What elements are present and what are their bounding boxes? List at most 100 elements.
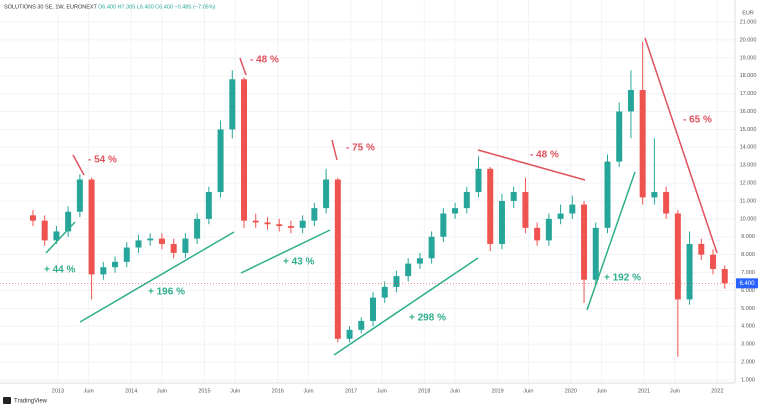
candle-body <box>299 220 306 228</box>
last-price-box <box>736 278 758 289</box>
candle-body <box>721 268 728 284</box>
annotation: + 44 % <box>44 265 76 276</box>
x-tick-label: Juin <box>157 388 167 394</box>
candle-body <box>112 261 119 268</box>
x-tick-label: 2019 <box>491 388 503 394</box>
candle-body <box>405 263 412 277</box>
brand: TradingView <box>14 399 48 405</box>
candle-body <box>604 161 611 228</box>
trend-lines <box>45 37 718 356</box>
candle-body <box>522 192 529 228</box>
chart-title: SOLUTIONS 30 SE, 1W, EURONEXT <box>4 4 98 10</box>
y-tick-label: 7.000 <box>741 270 755 276</box>
y-tick-label: 12.000 <box>740 181 757 187</box>
candle-body <box>29 215 36 221</box>
trend-line <box>477 149 586 181</box>
annotation: - 75 % <box>346 143 375 154</box>
candle-body <box>53 231 60 241</box>
candle-body <box>698 243 705 255</box>
candle-body <box>65 211 72 232</box>
candle-body <box>534 227 541 241</box>
candle-body <box>88 179 95 275</box>
y-tick-label: 13.000 <box>740 163 757 169</box>
candle-body <box>710 254 717 269</box>
y-tick-label: 5.000 <box>741 306 755 312</box>
candle-body <box>287 226 294 228</box>
trend-line <box>79 231 235 323</box>
candle-body <box>428 236 435 259</box>
x-tick-label: 2020 <box>565 388 577 394</box>
y-tick-label: 17.000 <box>740 91 757 97</box>
candle-body <box>463 192 470 209</box>
x-tick-label: Juin <box>597 388 607 394</box>
candle-body <box>311 208 318 221</box>
candle-body <box>510 192 517 201</box>
candle-body <box>674 213 681 300</box>
candle-body <box>369 297 376 321</box>
candle-body <box>393 276 400 287</box>
candle-body <box>182 238 189 253</box>
x-tick-label: Juin <box>523 388 533 394</box>
last-price-label: 6.400 <box>739 281 755 287</box>
candle-body <box>205 192 212 219</box>
y-tick-label: 6.000 <box>741 288 755 294</box>
annotation: - 48 % <box>250 55 279 66</box>
candle-body <box>639 90 646 198</box>
trend-line <box>586 171 636 311</box>
candle-body <box>592 227 599 280</box>
trend-line <box>72 154 85 176</box>
y-tick-label: 1.000 <box>741 377 755 383</box>
candle-body <box>41 220 48 241</box>
x-tick-label: 2021 <box>638 388 650 394</box>
y-tick-label: 16.000 <box>740 109 757 115</box>
candle-body <box>135 240 142 248</box>
y-tick-label: 14.000 <box>740 145 757 151</box>
trend-line <box>239 57 247 76</box>
candle-body <box>581 204 588 280</box>
trend-line <box>644 37 718 254</box>
x-tick-label: Juin <box>230 388 240 394</box>
y-tick-label: 4.000 <box>741 324 755 330</box>
x-tick-label: 2014 <box>125 388 137 394</box>
x-tick-label: Juin <box>303 388 313 394</box>
candle-body <box>487 168 494 244</box>
candle-body <box>557 213 564 219</box>
x-tick-label: 2015 <box>198 388 210 394</box>
annotation: + 192 % <box>604 273 641 284</box>
candle-body <box>452 208 459 214</box>
x-tick-label: 2022 <box>711 388 723 394</box>
candle-body <box>264 222 271 225</box>
candle-body <box>651 192 658 198</box>
annotation: + 196 % <box>148 287 185 298</box>
candle-body <box>194 218 201 239</box>
trend-line <box>45 221 76 254</box>
brand-logo <box>3 397 11 404</box>
candle-body <box>229 79 236 130</box>
y-tick-label: 20.000 <box>740 37 757 43</box>
annotation: - 65 % <box>683 115 712 126</box>
x-tick-label: Juin <box>670 388 680 394</box>
candle-body <box>346 329 353 339</box>
candle-body <box>158 238 165 244</box>
candle-body <box>416 258 423 264</box>
y-tick-label: 11.000 <box>740 198 756 204</box>
candle-body <box>217 129 224 193</box>
candle-body <box>616 111 623 162</box>
candle-body <box>241 79 248 221</box>
y-tick-label: 10.000 <box>740 216 757 222</box>
candles <box>29 41 728 357</box>
candle-body <box>663 192 670 214</box>
annotation: + 298 % <box>409 313 446 324</box>
currency: EUR <box>742 10 754 16</box>
grid <box>0 0 735 383</box>
candle-body <box>686 243 693 300</box>
x-tick-label: 2016 <box>272 388 284 394</box>
candle-body <box>100 267 107 275</box>
candle-body <box>323 179 330 209</box>
x-tick-label: Juin <box>84 388 94 394</box>
x-tick-label: 2017 <box>345 388 357 394</box>
y-tick-label: 9.000 <box>741 234 755 240</box>
candle-body <box>123 247 130 262</box>
